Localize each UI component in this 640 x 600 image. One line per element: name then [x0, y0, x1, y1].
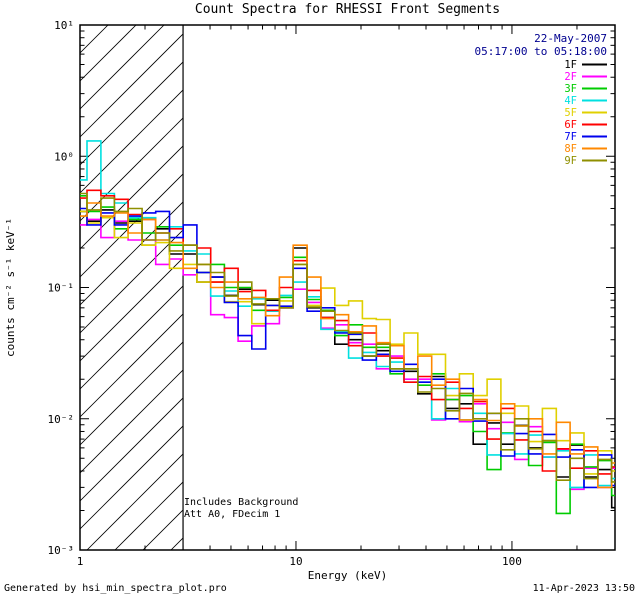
y-tick-label: 10¹: [54, 19, 74, 32]
annotation-includes-background: Includes Background: [184, 497, 299, 508]
x-tick-label: 1: [77, 555, 84, 568]
legend-label-6f: 6F: [564, 119, 577, 131]
series-group: [80, 140, 615, 515]
legend-label-8f: 8F: [564, 143, 577, 155]
y-tick-label: 10⁻²: [48, 413, 75, 426]
hatch-line: [80, 341, 184, 446]
footer-timestamp: 11-Apr-2023 13:50: [532, 583, 635, 594]
axis-ticks: [79, 24, 616, 551]
y-tick-label: 10⁻³: [48, 544, 75, 557]
hatch-line: [80, 397, 184, 502]
hatch-line: [80, 201, 184, 306]
annotation-attenuator-state: Att A0, FDecim 1: [184, 509, 281, 520]
legend-time-range: 05:17:00 to 05:18:00: [475, 45, 607, 58]
series-line-5f: [80, 210, 615, 475]
x-tick-label: 100: [502, 555, 522, 568]
legend-item-8f: 8F: [564, 143, 607, 155]
hatch-line: [80, 145, 184, 250]
hatch-line: [80, 285, 184, 390]
legend-item-6f: 6F: [564, 119, 607, 131]
plot-border: [79, 24, 616, 551]
hatch-line: [80, 369, 184, 474]
legend-date: 22-May-2007: [534, 32, 607, 45]
legend-label-4f: 4F: [564, 95, 577, 107]
hatch-line: [142, 509, 184, 550]
legend-item-7f: 7F: [564, 131, 607, 143]
hatch-line: [80, 257, 184, 362]
page-title: Count Spectra for RHESSI Front Segments: [194, 2, 501, 17]
hatch-line: [80, 229, 184, 334]
x-axis-label: Energy (keV): [308, 569, 387, 582]
legend-item-4f: 4F: [564, 95, 607, 107]
hatch-line: [114, 481, 184, 550]
legend-label-1f: 1F: [564, 59, 577, 71]
legend-item-1f: 1F: [564, 59, 607, 71]
hatch-line: [86, 453, 184, 550]
hatch-line: [80, 25, 81, 26]
legend-label-9f: 9F: [564, 155, 577, 167]
hatched-region: [80, 25, 184, 550]
hatch-line: [80, 425, 184, 530]
legend-label-5f: 5F: [564, 107, 577, 119]
hatch-line: [80, 89, 184, 194]
y-tick-label: 10⁰: [54, 150, 74, 163]
legend-label-3f: 3F: [564, 83, 577, 95]
legend-item-9f: 9F: [564, 155, 607, 167]
hatch-line: [80, 117, 184, 222]
hatch-line: [80, 33, 184, 138]
legend-label-2f: 2F: [564, 71, 577, 83]
legend-item-2f: 2F: [564, 71, 607, 83]
footer-generator-label: Generated by hsi_min_spectra_plot.pro: [4, 583, 227, 594]
legend-item-3f: 3F: [564, 83, 607, 95]
legend-item-5f: 5F: [564, 107, 607, 119]
hatch-line: [80, 313, 184, 418]
hatch-line: [80, 173, 184, 278]
hatch-line: [80, 25, 137, 82]
legend-label-7f: 7F: [564, 131, 577, 143]
x-tick-label: 10: [289, 555, 302, 568]
hatch-line: [80, 61, 184, 166]
series-line-9f: [80, 192, 615, 483]
hatch-line: [80, 25, 165, 110]
y-axis-label: counts cm⁻² s⁻¹ keV⁻¹: [4, 218, 17, 357]
hatch-line: [80, 25, 109, 54]
y-tick-label: 10⁻¹: [48, 282, 75, 295]
